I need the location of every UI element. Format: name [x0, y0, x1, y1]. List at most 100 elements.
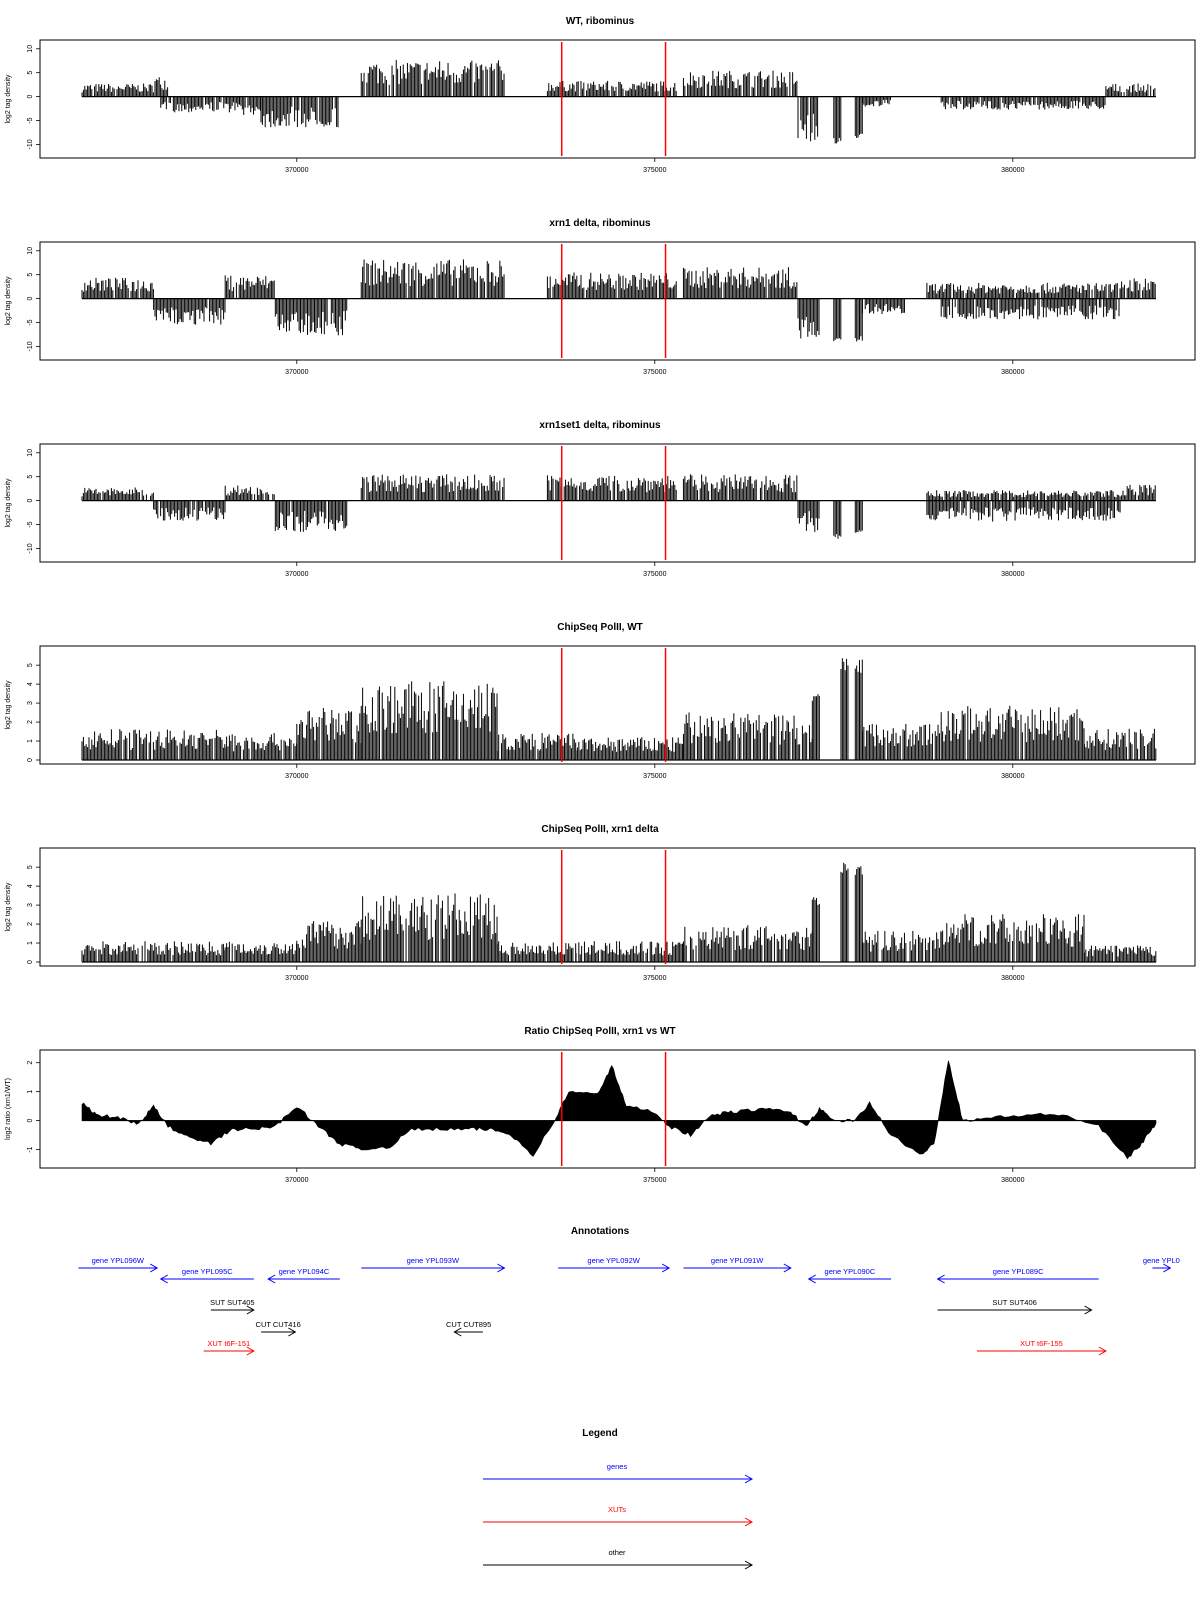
- signal-segment: [926, 500, 1121, 522]
- signal-segment: [940, 705, 1085, 760]
- arrow-head: [453, 1327, 462, 1337]
- chart-panel-0: WT, ribominus -10 -5 0 5 10 log2 tag density 37…: [5, 16, 1196, 174]
- panel-title: ChipSeq PolII, xrn1 delta: [541, 824, 659, 835]
- arrow-head: [936, 1274, 945, 1284]
- annotation-arrow: XUT t6F-151: [203, 1339, 255, 1356]
- annotation-label: CUT CUT895: [446, 1320, 491, 1329]
- signal-segment: [833, 298, 842, 342]
- panel-title: ChipSeq PolII, WT: [557, 622, 643, 633]
- arrow-head: [1163, 1263, 1172, 1273]
- annotation-label: gene YPL096W: [92, 1256, 145, 1265]
- x-tick-label: 375000: [643, 167, 666, 174]
- y-tick-label: 0: [27, 297, 34, 301]
- y-tick-label: 5: [27, 865, 34, 869]
- x-tick-label: 380000: [1001, 1177, 1024, 1184]
- signal-segment: [926, 282, 1121, 299]
- x-tick-label: 380000: [1001, 369, 1024, 376]
- annotation-label: CUT CUT416: [256, 1320, 301, 1329]
- signal-segment: [833, 500, 842, 539]
- signal-segment: [360, 259, 505, 299]
- signal-segment: [296, 921, 362, 962]
- annotation-label: gene YPL095C: [182, 1267, 233, 1276]
- y-axis-label: log2 ratio (xrn1/WT): [5, 1078, 12, 1140]
- y-tick-label: -10: [27, 139, 34, 149]
- legend-item: other: [483, 1548, 754, 1570]
- plot-frame: [39, 645, 1196, 765]
- signal-segment: [224, 275, 275, 299]
- legend-arrow-head: [744, 1517, 754, 1527]
- chart-panel-5: Ratio ChipSeq PolII, xrn1 vs WT -1 0 1 2 log2…: [5, 1026, 1196, 1184]
- annotation-arrow: XUT t6F-155: [977, 1339, 1107, 1356]
- signal-segment: [811, 694, 820, 760]
- y-tick-label: -5: [27, 521, 34, 527]
- arrow-head: [288, 1327, 297, 1337]
- plot-frame: [39, 847, 1196, 967]
- panel-title: WT, ribominus: [566, 16, 635, 27]
- panel-title: Ratio ChipSeq PolII, xrn1 vs WT: [524, 1026, 675, 1037]
- y-tick-label: 0: [27, 499, 34, 503]
- arrow-head: [1098, 1346, 1107, 1356]
- signal-segment: [154, 77, 169, 97]
- x-tick-label: 375000: [643, 1177, 666, 1184]
- signal-segment: [81, 941, 226, 962]
- x-tick-label: 370000: [285, 167, 308, 174]
- y-tick-label: 5: [27, 273, 34, 277]
- y-tick-label: 5: [27, 71, 34, 75]
- y-tick-label: 2: [27, 1061, 34, 1065]
- annotations-title: Annotations: [571, 1226, 630, 1237]
- signal-segment: [546, 475, 677, 501]
- signal-segment: [682, 474, 798, 501]
- annotation-arrow: gene YPL091W: [683, 1256, 792, 1273]
- y-tick-label: 10: [27, 449, 34, 457]
- signal-segment: [575, 737, 683, 760]
- signal-segment: [496, 733, 577, 760]
- signal-segment: [854, 298, 863, 342]
- signal-segment: [239, 96, 262, 115]
- x-tick-label: 370000: [285, 773, 308, 780]
- y-axis-label: log2 tag density: [5, 882, 12, 932]
- y-tick-label: 5: [27, 475, 34, 479]
- y-axis-label: log2 tag density: [5, 276, 12, 326]
- arrow-head: [1084, 1305, 1093, 1315]
- signal-segment: [682, 70, 798, 97]
- signal-segment: [546, 272, 677, 299]
- chart-panel-1: xrn1 delta, ribominus -10 -5 0 5 10 log2 tag d…: [5, 218, 1196, 376]
- panel-title: xrn1set1 delta, ribominus: [539, 420, 661, 431]
- arrow-head: [497, 1263, 506, 1273]
- annotation-arrow: CUT CUT416: [256, 1320, 301, 1337]
- signal-segment: [682, 712, 813, 760]
- y-tick-label: 4: [27, 884, 34, 888]
- panel-title: xrn1 delta, ribominus: [549, 218, 651, 229]
- y-tick-label: 4: [27, 682, 34, 686]
- legend-item: genes: [483, 1462, 754, 1484]
- signal-segment: [81, 277, 154, 299]
- plot-frame: [39, 39, 1196, 159]
- signal-segment: [224, 485, 275, 501]
- signal-segment: [1105, 83, 1156, 97]
- signal-segment: [153, 500, 226, 521]
- signal-segment: [797, 96, 819, 142]
- signal-segment: [833, 96, 842, 144]
- y-tick-label: -10: [27, 341, 34, 351]
- annotation-arrow: CUT CUT895: [446, 1320, 491, 1337]
- annotation-arrow: gene YPL089C: [936, 1267, 1099, 1284]
- signal-segment: [274, 298, 348, 336]
- annotation-label: gene YPL092W: [587, 1256, 640, 1265]
- plot-frame: [39, 241, 1196, 361]
- y-tick-label: 2: [27, 720, 34, 724]
- signal-segment: [224, 732, 298, 760]
- annotation-label: gene YPL0: [1143, 1256, 1180, 1265]
- x-tick-label: 380000: [1001, 773, 1024, 780]
- signal-segment: [682, 267, 798, 299]
- signal-segment: [861, 96, 891, 107]
- legend-item: XUTs: [483, 1505, 754, 1527]
- y-tick-label: 1: [27, 941, 34, 945]
- signal-segment: [81, 487, 154, 501]
- annotation-label: SUT SUT406: [992, 1298, 1036, 1307]
- annotation-arrow: gene YPL090C: [807, 1267, 892, 1284]
- legend-title: Legend: [582, 1428, 618, 1439]
- annotation-label: XUT t6F-151: [207, 1339, 250, 1348]
- x-tick-label: 375000: [643, 571, 666, 578]
- signal-segment: [153, 298, 226, 325]
